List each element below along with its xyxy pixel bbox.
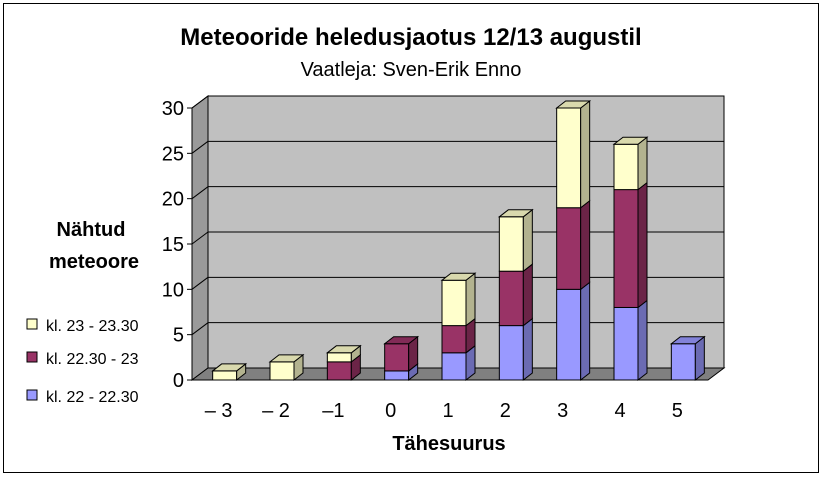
legend-label: kl. 23 - 23.30: [46, 318, 139, 335]
bar-segment-top: [268, 354, 305, 363]
gridline-side: [191, 95, 209, 109]
x-tick-label: – 3: [205, 400, 233, 422]
bar-segment: [384, 343, 410, 372]
bar-segment: [498, 325, 524, 381]
y-tick-label: 20: [162, 189, 184, 211]
bar-segment: [384, 370, 410, 381]
x-tick-label: 1: [442, 400, 453, 422]
bar-segment: [326, 361, 352, 381]
chart-subtitle: Vaatleja: Sven-Erik Enno: [301, 59, 522, 81]
y-tick-label: 15: [162, 234, 184, 256]
x-tick-label: 0: [385, 400, 396, 422]
bar-segment: [498, 216, 524, 272]
bar-segment: [556, 207, 582, 290]
bar-segment-top: [325, 345, 362, 354]
bar-segment-side: [580, 281, 591, 382]
gridline-side: [191, 186, 209, 200]
legend: kl. 23 - 23.30 kl. 22.30 - 23 kl. 22 - 22.…: [26, 318, 139, 406]
bar-segment: [212, 370, 238, 381]
y-axis-label-line1: Nähtud: [57, 219, 126, 241]
bar-segment: [441, 352, 467, 381]
bar-segment: [441, 279, 467, 327]
bar-segment-top: [612, 136, 649, 145]
bar-segment: [613, 143, 639, 191]
bar-segment-side: [522, 208, 533, 273]
bar-segment-side: [637, 299, 648, 382]
x-axis-label: Tähesuurus: [392, 433, 505, 455]
y-tick-label: 10: [162, 279, 184, 301]
y-tick-label: 5: [173, 325, 184, 347]
chart-title: Meteooride heledusjaotus 12/13 augustil: [180, 24, 641, 51]
bar-segment-top: [555, 100, 592, 109]
legend-swatch: [26, 389, 38, 401]
bar-segment: [613, 189, 639, 308]
x-tick-label: 4: [614, 400, 625, 422]
legend-swatch: [26, 318, 38, 330]
bar-segment: [441, 325, 467, 354]
x-tick-label: 5: [672, 400, 683, 422]
bar-segment: [670, 343, 696, 381]
bar-segment-side: [580, 99, 591, 209]
bar-segment-top: [383, 336, 420, 345]
bar-segment-top: [497, 209, 534, 218]
x-tick-label: –1: [322, 400, 344, 422]
legend-label: kl. 22.30 - 23: [46, 351, 139, 368]
gridline-side: [191, 276, 209, 290]
bar-segment-side: [522, 317, 533, 382]
bar-segment-side: [465, 272, 476, 327]
gridline-side: [191, 231, 209, 245]
bar-segment-side: [637, 181, 648, 309]
bar-segment: [498, 270, 524, 327]
bar-segment-side: [522, 263, 533, 327]
bar-segment-top: [440, 272, 477, 281]
x-tick-label: 2: [500, 400, 511, 422]
x-tick-label: – 2: [262, 400, 290, 422]
x-tick-label: 3: [557, 400, 568, 422]
y-tick-label: 0: [173, 370, 184, 392]
bar-segment: [269, 361, 295, 381]
bar-segment: [613, 306, 639, 381]
bar-segment: [556, 107, 582, 209]
y-axis-label-line2: meteoore: [49, 251, 139, 273]
legend-swatch: [26, 351, 38, 363]
bar-segment-top: [211, 363, 248, 372]
bar-segment-top: [669, 336, 706, 345]
y-tick-label: 30: [162, 98, 184, 120]
gridline-side: [191, 140, 209, 154]
legend-label: kl. 22 - 22.30: [46, 389, 139, 406]
gridline-side: [191, 322, 209, 336]
bar-segment: [326, 352, 352, 363]
bar-segment-side: [580, 199, 591, 291]
bar-segment: [556, 288, 582, 381]
plot-area: 0 5 10 15 20 25 30 – 3 – 2 –1 0 1 2 3 4 5: [162, 95, 726, 422]
y-tick-label: 25: [162, 143, 184, 165]
bar-segment-side: [637, 136, 648, 191]
